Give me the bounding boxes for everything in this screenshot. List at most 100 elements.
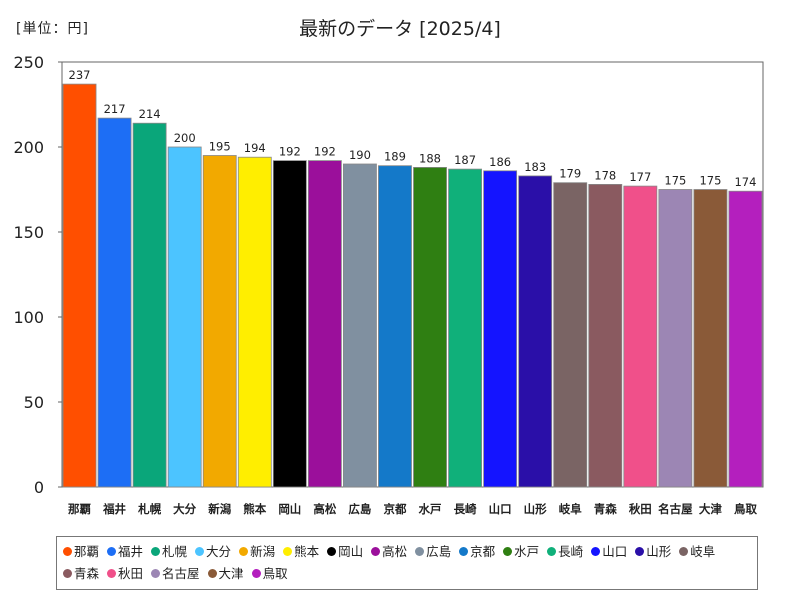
legend-item: 岡山 (327, 541, 363, 563)
data-label: 217 (104, 102, 126, 116)
legend-label: 京都 (470, 544, 496, 559)
x-tick-label: 新潟 (208, 502, 231, 516)
legend-swatch (591, 547, 601, 556)
legend-label: 長崎 (558, 544, 584, 559)
x-tick-label: 福井 (102, 502, 126, 516)
legend-label: 熊本 (294, 544, 320, 559)
legend-item: 広島 (415, 541, 451, 563)
x-tick-label: 那覇 (68, 502, 91, 516)
data-label: 195 (209, 140, 231, 154)
data-label: 190 (349, 148, 371, 162)
legend-item: 名古屋 (151, 563, 200, 585)
legend-label: 高松 (382, 544, 408, 559)
legend-swatch (251, 569, 261, 578)
legend-item: 高松 (371, 541, 407, 563)
bar (378, 165, 412, 488)
legend-label: 鳥取 (262, 566, 288, 581)
data-label: 178 (594, 168, 616, 182)
legend-label: 水戸 (514, 544, 540, 559)
x-tick-label: 大分 (173, 502, 196, 516)
legend-label: 福井 (118, 544, 144, 559)
data-label: 189 (384, 150, 406, 164)
data-label: 194 (244, 141, 266, 155)
legend-label: 名古屋 (162, 566, 200, 581)
x-tick-label: 高松 (313, 502, 336, 516)
x-tick-label: 水戸 (419, 502, 442, 516)
x-tick-label: 岡山 (278, 502, 301, 516)
legend-label: 広島 (426, 544, 452, 559)
chart-legend: 那覇 福井 札幌 大分 新潟 熊本 岡山 高松 広島 京都 水戸 長崎 山口 山形 岐阜青森 秋田 名古屋 大津 鳥… (56, 536, 758, 590)
bar (202, 155, 237, 488)
x-tick-label: 秋田 (629, 502, 652, 516)
legend-label: 大分 (206, 544, 232, 559)
data-label: 188 (419, 151, 441, 165)
legend-item: 山口 (591, 541, 627, 563)
data-label: 177 (629, 170, 651, 184)
legend-item: 長崎 (547, 541, 583, 563)
y-tick-label: 150 (13, 223, 44, 242)
legend-item: 秋田 (107, 563, 143, 585)
legend-swatch (151, 547, 161, 556)
bar (62, 83, 97, 488)
legend-swatch (547, 547, 557, 556)
bar (272, 160, 307, 488)
legend-swatch (63, 547, 72, 556)
x-tick-label: 熊本 (243, 502, 266, 516)
y-tick-label: 50 (24, 393, 44, 412)
x-tick-label: 岐阜 (559, 502, 582, 516)
legend-item: 大分 (195, 541, 231, 563)
data-label: 214 (139, 107, 161, 121)
legend-item: 水戸 (503, 541, 539, 563)
data-label: 200 (174, 131, 196, 145)
y-tick-label: 100 (13, 308, 44, 327)
x-tick-label: 青森 (594, 502, 617, 516)
legend-swatch (207, 569, 217, 578)
x-tick-label: 鳥取 (734, 502, 757, 516)
data-label: 183 (524, 160, 546, 174)
bar (623, 185, 658, 488)
data-label: 179 (559, 167, 581, 181)
legend-item: 鳥取 (251, 563, 288, 585)
y-tick-label: 0 (34, 478, 44, 497)
legend-swatch (239, 547, 249, 556)
legend-swatch (63, 569, 72, 578)
data-label: 186 (489, 155, 511, 169)
legend-item: 熊本 (283, 541, 319, 563)
legend-label: 秋田 (118, 566, 144, 581)
bar (97, 117, 132, 488)
bar (167, 146, 202, 488)
legend-swatch (107, 569, 117, 578)
legend-swatch (459, 547, 469, 556)
x-tick-label: 長崎 (454, 502, 477, 516)
legend-label: 山形 (646, 544, 672, 559)
bar (342, 163, 377, 488)
legend-swatch (503, 547, 513, 556)
legend-label: 大津 (218, 566, 244, 581)
legend-swatch (371, 547, 381, 556)
bar (307, 160, 342, 488)
legend-item: 京都 (459, 541, 495, 563)
bar (413, 166, 447, 488)
legend-label: 山口 (602, 544, 628, 559)
y-tick-label: 200 (13, 138, 44, 157)
data-label: 192 (279, 145, 301, 159)
legend-label: 那覇 (74, 544, 100, 559)
bar (553, 182, 588, 488)
legend-swatch (283, 547, 293, 556)
legend-swatch (327, 547, 337, 556)
bar (588, 183, 623, 488)
data-label: 174 (734, 175, 756, 189)
legend-item: 山形 (635, 541, 671, 563)
bar (658, 189, 693, 488)
legend-label: 新潟 (250, 544, 276, 559)
legend-label: 札幌 (162, 544, 188, 559)
legend-item: 札幌 (151, 541, 187, 563)
data-label: 192 (314, 145, 336, 159)
bar (448, 168, 482, 488)
chart-title: 最新のデータ [2025/4] (299, 18, 501, 40)
legend-label: 青森 (74, 566, 100, 581)
legend-item: 福井 (107, 541, 143, 563)
data-label: 237 (69, 68, 91, 82)
legend-swatch (107, 547, 117, 556)
